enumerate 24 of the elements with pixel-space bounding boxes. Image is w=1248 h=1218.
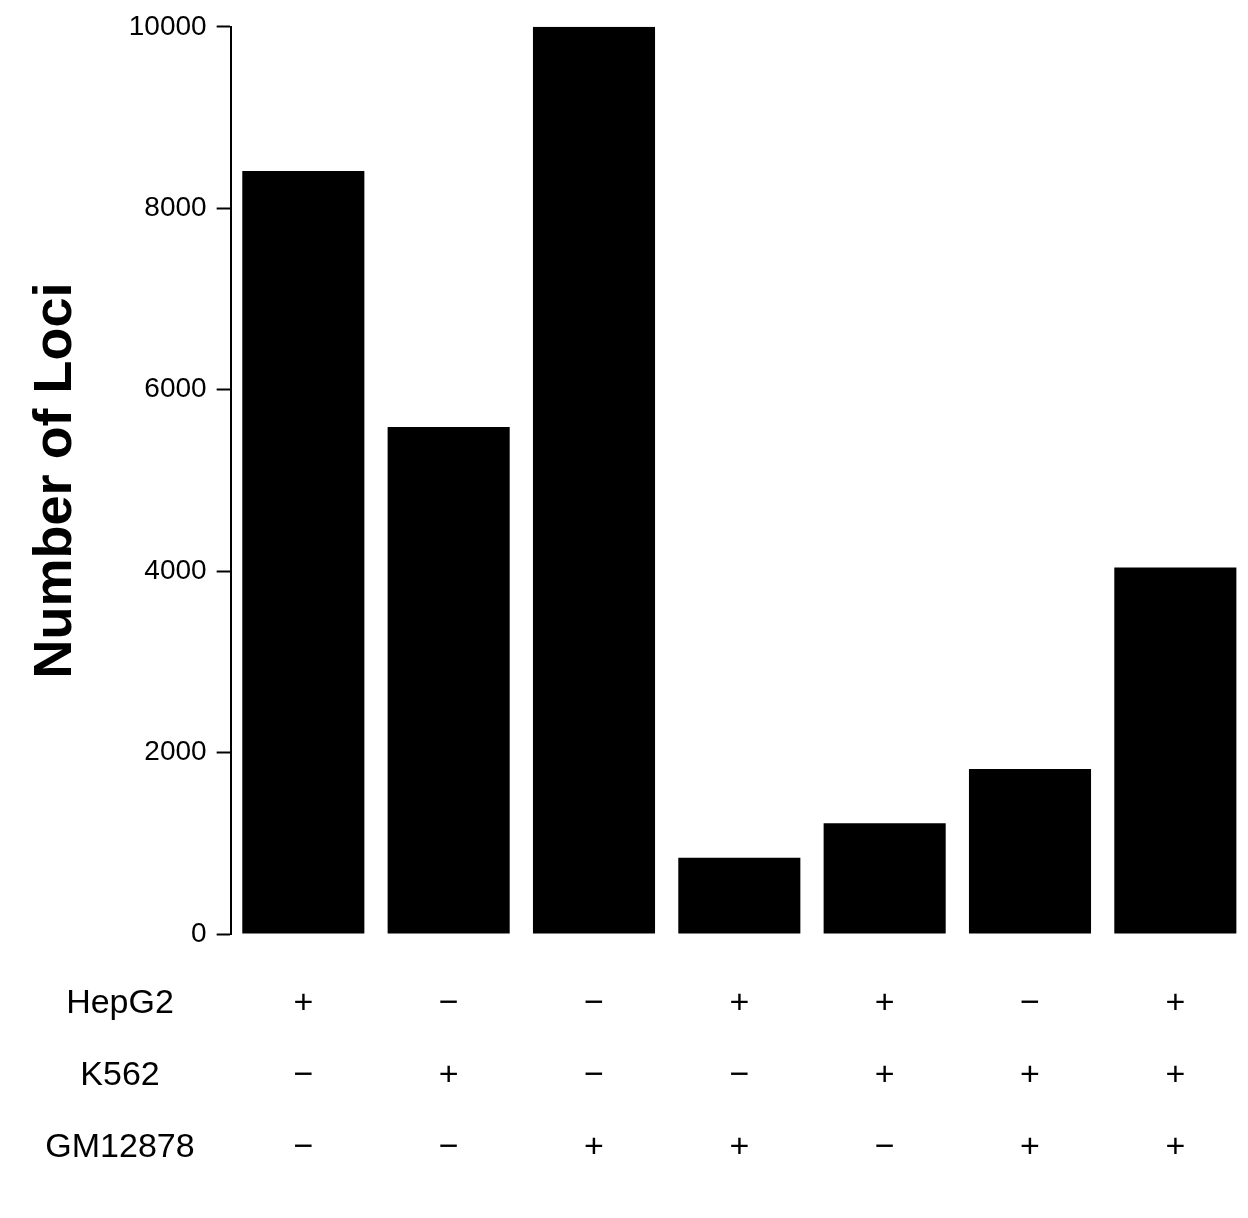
y-tick-label: 4000	[144, 553, 207, 585]
bar	[532, 26, 656, 934]
bar	[242, 171, 365, 934]
y-tick-label: 6000	[144, 372, 207, 404]
x-tick-label: − − +	[584, 982, 604, 1165]
x-tick-label: + + −	[874, 982, 895, 1165]
y-tick-label: 2000	[144, 735, 207, 767]
bar	[387, 426, 510, 934]
y-tick-label: 10000	[128, 9, 207, 41]
bar	[968, 768, 1092, 934]
bar	[1114, 567, 1237, 934]
y-axis-title: Number of Loci	[22, 282, 83, 679]
bar	[823, 823, 946, 934]
text: HepG2	[66, 982, 174, 1021]
text: K562	[80, 1054, 160, 1093]
text: GM12878	[45, 1126, 195, 1165]
x-tick-label: − + −	[438, 982, 459, 1165]
y-tick-label: 0	[191, 916, 207, 948]
bar	[678, 857, 801, 934]
x-tick-label: − + +	[1020, 982, 1040, 1165]
x-tick-label: + + +	[1165, 982, 1186, 1165]
y-tick-label: 8000	[144, 190, 207, 222]
x-tick-label: + − −	[293, 982, 314, 1165]
x-tick-label: + − +	[729, 982, 750, 1165]
